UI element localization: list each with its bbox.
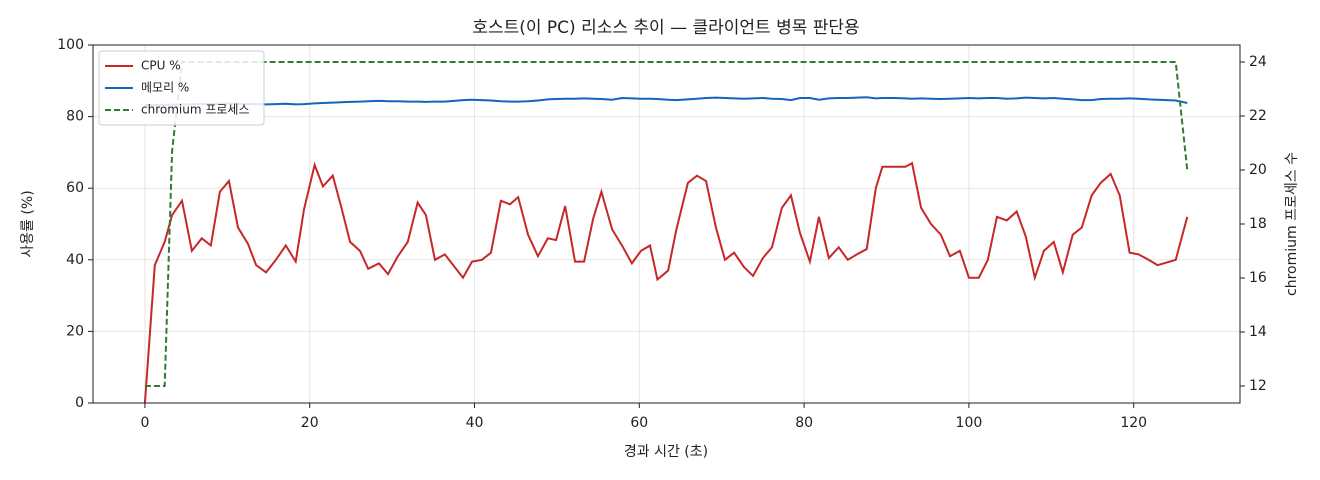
plot-frame	[92, 44, 1241, 404]
y-tick-label: 80	[66, 109, 84, 125]
legend-label: 메모리 %	[141, 81, 189, 95]
y-tick-label: 60	[66, 180, 84, 196]
y2-tick-label: 22	[1249, 108, 1267, 124]
x-tick-label: 40	[466, 415, 484, 431]
x-tick-label: 120	[1120, 415, 1147, 431]
series-line	[144, 61, 1189, 387]
y2-tick-label: 14	[1249, 324, 1267, 340]
legend-label: chromium 프로세스	[141, 103, 250, 117]
y-tick-label: 40	[66, 252, 84, 268]
y2-tick-label: 12	[1249, 378, 1267, 394]
y-tick-label: 0	[75, 395, 84, 411]
y2-tick-label: 16	[1249, 270, 1267, 286]
y2-tick-label: 24	[1249, 54, 1267, 70]
x-tick-label: 100	[956, 415, 983, 431]
x-tick-label: 20	[301, 415, 319, 431]
x-tick-label: 0	[140, 415, 149, 431]
y2-tick-label: 20	[1249, 162, 1267, 178]
x-axis-label: 경과 시간 (초)	[624, 444, 708, 460]
chart-title: 호스트(이 PC) 리소스 추이 — 클라이언트 병목 판단용	[472, 18, 859, 38]
y2-tick-label: 18	[1249, 216, 1267, 232]
y2-axis-label: chromium 프로세스 수	[1284, 152, 1300, 296]
y-tick-label: 20	[66, 323, 84, 339]
y-axis-label: 사용률 (%)	[20, 190, 36, 257]
series-line	[143, 161, 1189, 403]
x-tick-label: 80	[795, 415, 813, 431]
legend-label: CPU %	[141, 59, 181, 73]
x-tick-label: 60	[630, 415, 648, 431]
legend-box	[98, 50, 265, 126]
series-line	[144, 96, 1188, 107]
y-tick-label: 100	[57, 37, 84, 53]
